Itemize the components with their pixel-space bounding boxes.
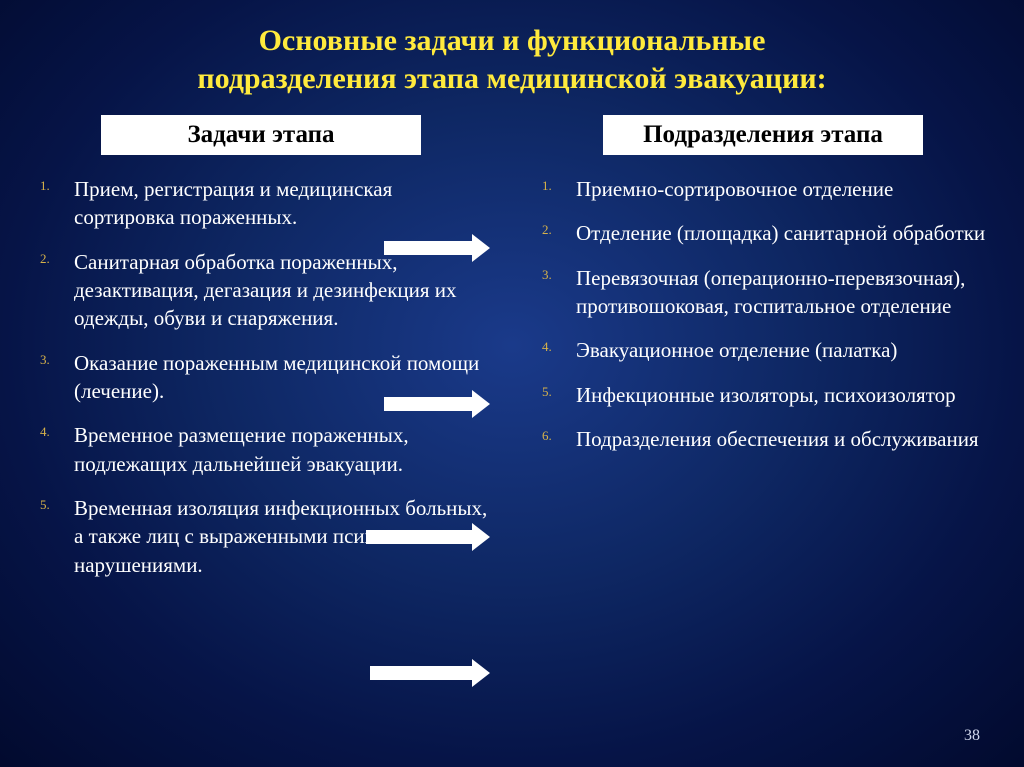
list-number: 6. xyxy=(542,427,552,445)
list-number: 5. xyxy=(40,496,50,514)
list-item: 1. Приемно-сортировочное отделение xyxy=(542,175,994,203)
list-text: Прием, регистрация и медицинская сортиро… xyxy=(74,177,392,229)
page-number: 38 xyxy=(964,727,980,745)
list-item: 5. Инфекционные изоляторы, психоизолятор xyxy=(542,381,994,409)
list-number: 1. xyxy=(542,177,552,195)
list-item: 1. Прием, регистрация и медицинская сорти… xyxy=(40,175,492,232)
list-item: 4. Эвакуационное отделение (палатка) xyxy=(542,336,994,364)
list-number: 2. xyxy=(40,250,50,268)
list-number: 1. xyxy=(40,177,50,195)
list-text: Подразделения обеспечения и обслуживания xyxy=(576,427,979,451)
left-column-header: Задачи этапа xyxy=(101,115,421,155)
tasks-list: 1. Прием, регистрация и медицинская сорти… xyxy=(30,175,492,579)
list-item: 2. Отделение (площадка) санитарной обрабо… xyxy=(542,219,994,247)
list-text: Перевязочная (операционно-перевязочная),… xyxy=(576,266,965,318)
list-text: Инфекционные изоляторы, психоизолятор xyxy=(576,383,956,407)
left-column: Задачи этапа 1. Прием, регистрация и меди… xyxy=(30,115,492,595)
list-item: 4. Временное размещение пораженных, подле… xyxy=(40,421,492,478)
list-number: 4. xyxy=(542,338,552,356)
arrow-icon xyxy=(384,241,472,255)
right-column-header: Подразделения этапа xyxy=(603,115,923,155)
content-columns: Задачи этапа 1. Прием, регистрация и меди… xyxy=(0,97,1024,595)
arrow-icon xyxy=(370,666,472,680)
list-item: 6. Подразделения обеспечения и обслуживан… xyxy=(542,425,994,453)
list-item: 3. Перевязочная (операционно-перевязочная… xyxy=(542,264,994,321)
list-text: Эвакуационное отделение (палатка) xyxy=(576,338,897,362)
list-text: Отделение (площадка) санитарной обработк… xyxy=(576,221,985,245)
list-number: 3. xyxy=(542,266,552,284)
list-number: 3. xyxy=(40,351,50,369)
slide-title: Основные задачи и функциональные подразд… xyxy=(0,0,1024,97)
list-text: Санитарная обработка пораженных, дезакти… xyxy=(74,250,457,331)
list-number: 4. xyxy=(40,423,50,441)
list-text: Приемно-сортировочное отделение xyxy=(576,177,893,201)
arrow-icon xyxy=(366,530,472,544)
title-line-1: Основные задачи и функциональные xyxy=(259,24,766,57)
list-number: 5. xyxy=(542,383,552,401)
list-item: 2. Санитарная обработка пораженных, дезак… xyxy=(40,248,492,333)
units-list: 1. Приемно-сортировочное отделение 2. Отдел… xyxy=(532,175,994,453)
list-number: 2. xyxy=(542,221,552,239)
arrow-icon xyxy=(384,397,472,411)
title-line-2: подразделения этапа медицинской эвакуаци… xyxy=(197,62,826,95)
right-column: Подразделения этапа 1. Приемно-сортировоч… xyxy=(532,115,994,595)
list-text: Оказание пораженным медицинской помощи (… xyxy=(74,351,479,403)
list-text: Временное размещение пораженных, подлежа… xyxy=(74,423,409,475)
